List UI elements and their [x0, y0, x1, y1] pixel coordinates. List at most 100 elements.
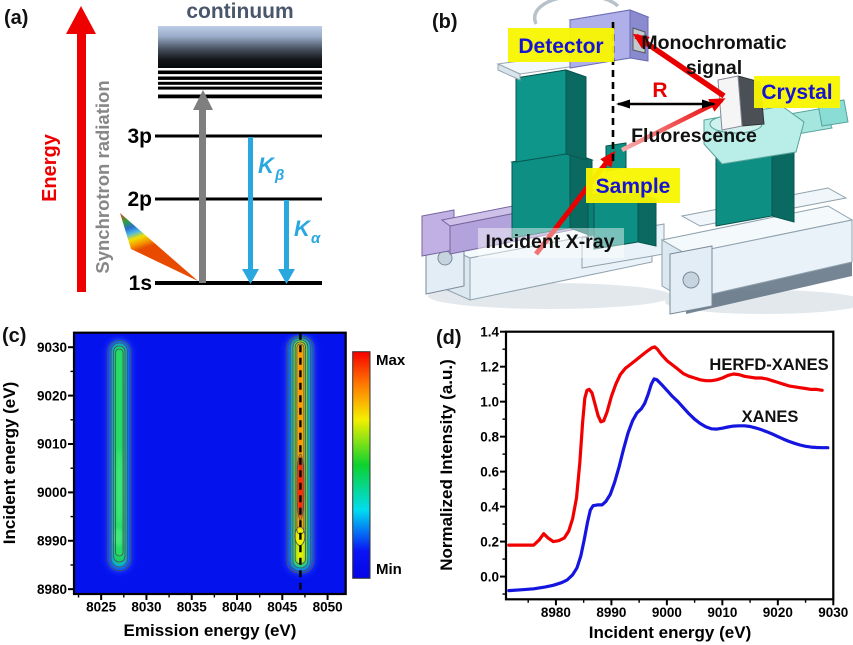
motor-shaft: [682, 271, 700, 289]
monochromatic-signal-arrow: [632, 33, 726, 99]
excitation-arrow: [193, 90, 213, 283]
energy-axis-arrow: [66, 6, 96, 292]
tower-upper: [515, 69, 567, 163]
synchrotron-beam-rainbow: [120, 213, 198, 281]
sample-label-box: [586, 168, 680, 203]
y-tick-label: 9010: [37, 437, 67, 452]
y-tick-label: 9030: [37, 340, 67, 355]
sample-stage-assembly: [581, 142, 665, 269]
crystal-plate: [717, 75, 743, 131]
contour-plot-content: [107, 332, 315, 594]
monochromatic-label-line1: Monochromatic: [641, 32, 786, 54]
y-tick-label: 0.6: [480, 464, 499, 479]
incident-xray-label: Incident X-ray: [486, 231, 615, 253]
stage-underside: [686, 262, 852, 314]
radius-label: R: [652, 79, 667, 102]
kbeta-arrow: [242, 137, 259, 284]
y-tick-label: 1.0: [480, 394, 499, 409]
y-tick-label: 0.8: [480, 429, 499, 444]
level-2p-label: 2p: [127, 188, 152, 211]
energy-axis-label: Energy: [39, 133, 61, 202]
continuum-label: continuum: [186, 0, 293, 23]
panel-c-rxes-map: (c): [0, 325, 406, 640]
kalpha-arrow-shaft: [284, 200, 289, 271]
incident-energy-axis-title: Incident energy (eV): [589, 623, 751, 642]
radius-arrow: [616, 99, 716, 109]
rail-motor: [421, 209, 455, 257]
detector-label: Detector: [518, 35, 603, 58]
xanes-plot-frame: [504, 330, 835, 601]
y-tick-label: 1.4: [480, 324, 499, 339]
energy-arrow-shaft: [77, 28, 86, 292]
continuum-line: [158, 70, 322, 75]
emission-energy-axis-title: Emission energy (eV): [124, 621, 297, 640]
xanes-series-label: XANES: [742, 408, 799, 426]
herfd-xanes-series-label: HERFD-XANES: [709, 356, 828, 374]
kbeta-arrow-shaft: [248, 137, 253, 271]
panel-d-xanes-plot: (d) 8980 8990 9000 9010 9020 9030 0.0 0.2 0.4 0.6…: [436, 324, 848, 642]
stripe-bottom-blob: [114, 528, 123, 546]
x-tick-label: 8050: [313, 600, 343, 615]
x-tick-label: 8035: [177, 600, 208, 615]
kalpha-label: K: [294, 216, 312, 241]
continuum-line: [158, 76, 322, 80]
panel-a-tag: (a): [4, 7, 28, 29]
excitation-arrow-head: [193, 90, 213, 110]
xanes-axes-ticks: 8980 8990 9000 9010 9020 9030 0.0 0.2 0.4 0.6 0.8 1…: [480, 324, 848, 619]
radius-arrow-head-right: [702, 99, 716, 109]
incident-energy-axis-title: Incident energy (eV): [0, 382, 19, 544]
kalpha2-emission-stripe: [107, 340, 132, 571]
y-tick-label: 9020: [37, 388, 67, 403]
kbeta-label: K: [258, 153, 276, 178]
level-3p-label: 3p: [127, 125, 152, 148]
x-tick-label: 8030: [131, 600, 161, 615]
continuum-line: [158, 86, 322, 90]
label-backdrop: [478, 228, 624, 258]
panel-c-tag: (c): [2, 325, 26, 347]
detector-cable: [532, 0, 620, 25]
contour-plot-frame: [72, 331, 347, 596]
normalized-intensity-axis-title: Normalized Intensity (a.u.): [437, 359, 456, 571]
x-tick-label: 9020: [763, 605, 793, 620]
y-tick-label: 8990: [37, 533, 67, 548]
colorbar-min-label: Min: [376, 561, 402, 578]
x-tick-label: 8045: [267, 600, 298, 615]
continuum-levels: [158, 70, 322, 99]
y-tick-label: 9000: [37, 485, 67, 500]
kbeta-subscript: β: [274, 167, 284, 184]
monochromatic-label-line2: signal: [686, 57, 742, 79]
y-tick-label: 1.2: [480, 359, 499, 374]
colorbar-max-label: Max: [376, 352, 406, 369]
fluorescence-arrow: [620, 97, 726, 153]
level-1s-label: 1s: [129, 272, 152, 295]
x-tick-label: 9010: [707, 605, 737, 620]
y-tick-label: 0.0: [480, 569, 499, 584]
x-tick-label: 9030: [818, 605, 848, 620]
kalpha1-emission-stripe: [286, 335, 315, 574]
x-tick-label: 9000: [652, 605, 682, 620]
kalpha-arrow: [278, 200, 295, 284]
x-tick-label: 8040: [222, 600, 252, 615]
continuum-line: [158, 94, 322, 99]
x-tick-label: 8025: [86, 600, 117, 615]
y-tick-label: 0.2: [480, 534, 499, 549]
detector-label-box: [508, 28, 614, 62]
stripe-bright-blob: [116, 450, 123, 526]
synchrotron-radiation-label: Synchrotron radiation: [92, 80, 113, 273]
panel-b-spectrometer-setup: (b): [421, 0, 853, 315]
contour-axes-ticks: 8025 8030 8035 8040 8045 8050 8980 8990 9000 9010…: [37, 340, 343, 615]
energy-arrow-head: [66, 6, 96, 34]
kbeta-arrow-head: [242, 269, 259, 284]
kalpha-subscript: α: [311, 230, 321, 247]
xanes-curve: [507, 377, 830, 593]
y-tick-label: 0.4: [480, 499, 499, 514]
tower-upper-side: [565, 69, 587, 161]
contour-lines: [107, 340, 132, 571]
x-tick-label: 8990: [596, 605, 626, 620]
herfd-xanes-curve: [507, 345, 824, 547]
crystal-label: Crystal: [761, 81, 832, 104]
colorbar: [352, 351, 371, 579]
crystal-label-box: [754, 76, 840, 108]
detector-plate-edge: [497, 63, 521, 81]
